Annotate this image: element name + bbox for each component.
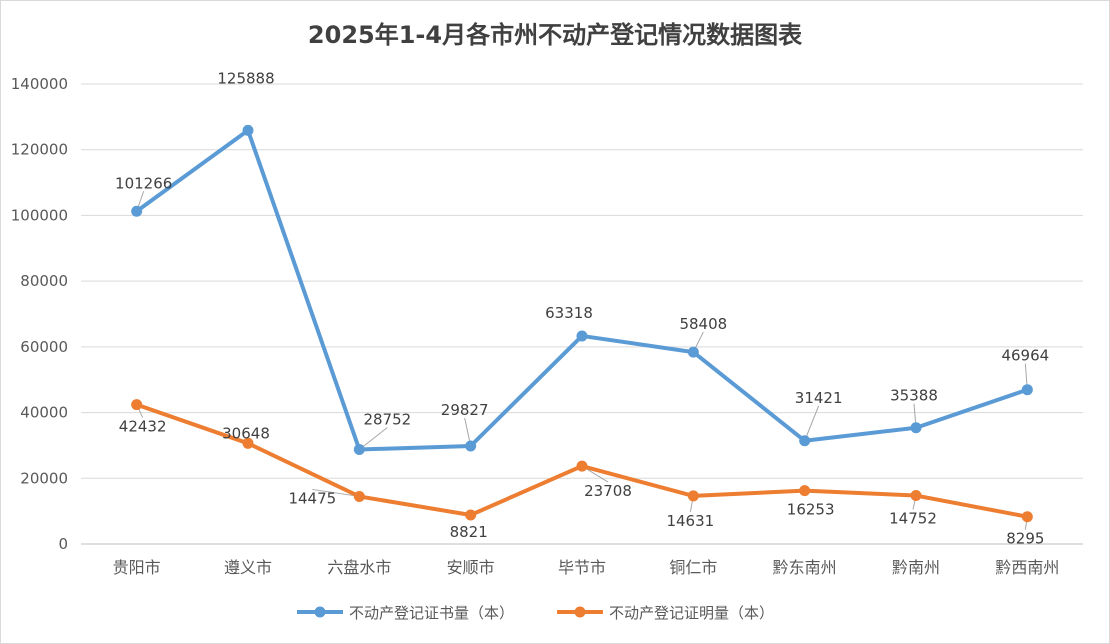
legend-swatch-marker bbox=[314, 606, 326, 618]
data-label: 14631 bbox=[666, 512, 714, 530]
leader-line bbox=[804, 405, 820, 441]
data-label: 35388 bbox=[890, 387, 938, 405]
data-point bbox=[576, 460, 588, 472]
y-tick-label: 80000 bbox=[20, 272, 68, 290]
data-labels: 101266 125888 28752 29827 63318 58408 31421 353… bbox=[115, 69, 1049, 547]
data-label: 8821 bbox=[450, 523, 488, 541]
data-point bbox=[799, 435, 811, 447]
x-tick-label: 黔东南州 bbox=[773, 558, 837, 577]
data-point bbox=[910, 422, 922, 434]
data-label: 31421 bbox=[795, 389, 843, 407]
x-tick-label: 铜仁市 bbox=[669, 558, 717, 577]
data-label: 42432 bbox=[119, 418, 167, 436]
leader-line bbox=[359, 427, 388, 450]
leader-line bbox=[312, 488, 360, 497]
x-tick-label: 毕节市 bbox=[558, 558, 606, 577]
data-label: 28752 bbox=[363, 411, 411, 429]
y-axis: 0 20000 40000 60000 80000 100000 120000 140000 bbox=[11, 75, 68, 553]
data-label: 46964 bbox=[1001, 347, 1049, 365]
leader-lines bbox=[136, 191, 1028, 530]
data-label: 8295 bbox=[1006, 530, 1044, 548]
legend-label: 不动产登记证书量（本） bbox=[349, 604, 514, 622]
data-label: 23708 bbox=[584, 482, 632, 500]
data-point bbox=[1021, 511, 1033, 523]
data-label: 101266 bbox=[115, 174, 172, 192]
data-label: 63318 bbox=[545, 304, 593, 322]
y-tick-label: 60000 bbox=[20, 338, 68, 356]
data-point bbox=[799, 485, 811, 497]
data-label: 30648 bbox=[222, 424, 270, 442]
y-tick-label: 120000 bbox=[11, 141, 68, 159]
gridlines bbox=[81, 83, 1083, 479]
data-label: 14752 bbox=[889, 510, 937, 528]
data-label: 16253 bbox=[787, 501, 835, 519]
y-tick-label: 100000 bbox=[11, 206, 68, 224]
data-label: 125888 bbox=[217, 69, 274, 87]
chart-title: 2025年1-4月各市州不动产登记情况数据图表 bbox=[307, 21, 803, 49]
data-point bbox=[242, 437, 254, 449]
y-tick-label: 0 bbox=[58, 535, 68, 553]
x-tick-label: 安顺市 bbox=[447, 558, 495, 577]
data-point bbox=[687, 490, 699, 502]
data-point bbox=[242, 124, 254, 136]
y-tick-label: 140000 bbox=[11, 75, 68, 93]
series-group bbox=[131, 124, 1033, 523]
data-point bbox=[910, 490, 922, 502]
data-label: 14475 bbox=[288, 489, 336, 507]
x-axis: 贵阳市 遵义市 六盘水市 安顺市 毕节市 铜仁市 黔东南州 黔南州 黔西南州 bbox=[81, 543, 1083, 577]
data-point bbox=[353, 490, 365, 502]
x-tick-label: 黔南州 bbox=[892, 558, 940, 577]
data-point bbox=[465, 440, 477, 452]
data-label: 29827 bbox=[441, 401, 489, 419]
data-point bbox=[1021, 384, 1033, 396]
data-label: 58408 bbox=[679, 315, 727, 333]
y-tick-label: 40000 bbox=[20, 404, 68, 422]
data-point bbox=[687, 346, 699, 358]
legend: 不动产登记证书量（本） 不动产登记证明量（本） bbox=[297, 604, 774, 622]
x-tick-label: 六盘水市 bbox=[327, 558, 391, 577]
x-tick-label: 遵义市 bbox=[224, 558, 272, 577]
legend-swatch-marker bbox=[574, 606, 586, 618]
x-tick-label: 黔西南州 bbox=[995, 558, 1059, 577]
legend-label: 不动产登记证明量（本） bbox=[609, 604, 774, 622]
data-point bbox=[576, 330, 588, 342]
data-point bbox=[353, 444, 365, 456]
y-tick-label: 20000 bbox=[20, 469, 68, 487]
data-point bbox=[131, 205, 143, 217]
data-point bbox=[465, 509, 477, 521]
data-point bbox=[131, 399, 143, 411]
x-tick-label: 贵阳市 bbox=[113, 558, 161, 577]
